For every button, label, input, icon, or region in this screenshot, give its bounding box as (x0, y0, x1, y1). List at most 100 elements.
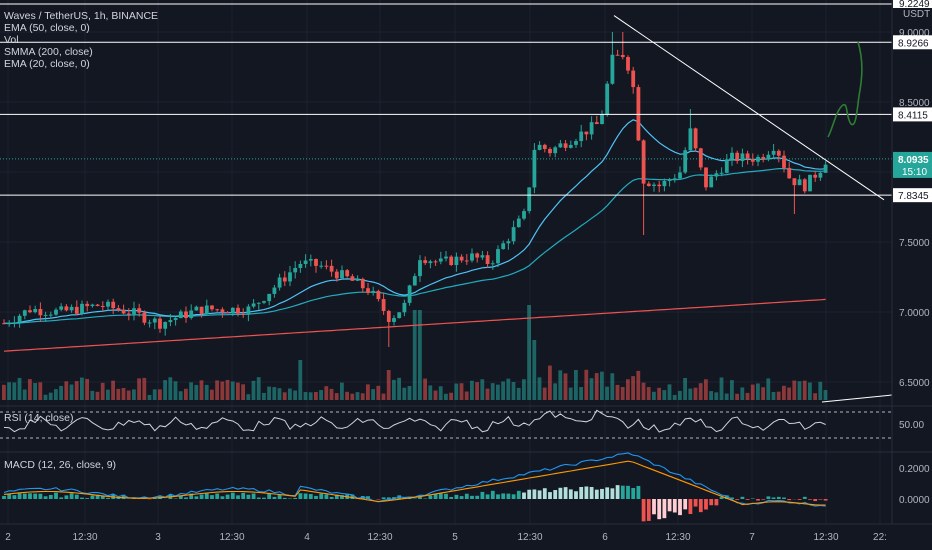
volume-bar (121, 388, 126, 400)
volume-bar (126, 390, 131, 400)
candle-body (636, 87, 641, 141)
volume-bar (355, 392, 360, 400)
time-tick: 3 (155, 532, 161, 543)
macd-histogram-bar (199, 494, 204, 499)
indicator-ema20-label[interactable]: EMA (20, close, 0) (4, 58, 90, 70)
volume-bar (558, 370, 563, 400)
volume-bar (241, 384, 245, 400)
volume-bar (22, 389, 27, 400)
macd-histogram-bar (615, 485, 620, 499)
candle-body (236, 307, 240, 314)
volume-bar (698, 383, 703, 400)
macd-histogram-bar (246, 494, 251, 499)
candle-body (360, 278, 365, 289)
volume-bar (418, 310, 422, 400)
candle-body (667, 179, 672, 181)
candle-body (771, 150, 776, 155)
candle-body (631, 70, 636, 88)
volume-bar (548, 365, 552, 400)
candle-body (678, 172, 682, 179)
candle-body (230, 307, 235, 314)
volume-bar (683, 377, 687, 400)
macd-histogram-bar (574, 491, 578, 499)
candle-body (579, 131, 584, 142)
macd-histogram-bar (366, 496, 370, 499)
macd-label[interactable]: MACD (12, 26, close, 9) (4, 459, 117, 471)
volume-bar (740, 387, 745, 400)
grid-lines (0, 0, 892, 524)
macd-histogram-bar (678, 499, 682, 516)
macd-histogram-bar (782, 497, 786, 499)
candle-body (813, 174, 818, 178)
macd-histogram-bar (262, 497, 266, 499)
macd-histogram-bar (808, 499, 812, 500)
volume-bar (319, 390, 323, 400)
time-tick: 12:30 (517, 532, 542, 543)
horizontal-levels (0, 3, 892, 196)
volume-bar (646, 387, 651, 400)
volume-bar (449, 392, 453, 400)
candle-body (350, 276, 355, 281)
volume-bar (792, 380, 797, 400)
candle-body (381, 299, 386, 311)
volume-bar (59, 385, 63, 400)
volume-bar (381, 393, 386, 400)
volume-bar (782, 385, 786, 400)
volume-bar (714, 392, 719, 400)
volume-bar (423, 378, 427, 400)
macd-histogram-bar (54, 492, 58, 499)
volume-bar (412, 310, 417, 400)
candle-body (574, 141, 578, 145)
projection-squiggle (827, 41, 863, 138)
indicator-smma200-label[interactable]: SMMA (200, close) (4, 46, 93, 58)
macd-histogram-bar (475, 495, 480, 499)
volume-bar (490, 383, 495, 400)
volume-bar (745, 392, 750, 400)
candle-body (802, 179, 807, 192)
volume-bar (251, 380, 256, 400)
volume-bar (766, 378, 771, 400)
price-tick: 7.0000 (899, 308, 930, 319)
indicator-ema50-label[interactable]: EMA (50, close, 0) (4, 22, 90, 34)
candle-body (490, 263, 495, 265)
macd-histogram-bar (610, 488, 615, 499)
candle-body (2, 323, 6, 325)
candle-body (147, 322, 152, 324)
candle-body (652, 184, 656, 186)
volume-bar (407, 385, 412, 400)
volume-bar (272, 387, 277, 400)
candle-body (324, 265, 329, 267)
candle-body (163, 322, 168, 329)
candle-body (220, 309, 225, 313)
macd-histogram-bar (563, 487, 568, 499)
macd-histogram-bar (652, 499, 656, 515)
rsi-label[interactable]: RSI (14, close) (4, 412, 74, 424)
indicator-vol-label[interactable]: Vol (4, 34, 19, 46)
volume-bar (542, 387, 547, 400)
volume-bar (246, 394, 251, 400)
volume-bar (620, 387, 625, 400)
rsi-line (3, 409, 826, 433)
macd-histogram-bar (714, 499, 719, 506)
volume-bar (615, 384, 620, 400)
macd-histogram-bar (646, 499, 651, 521)
macd-histogram-bar (340, 495, 344, 499)
volume-bar (324, 386, 329, 400)
symbol-title[interactable]: Waves / TetherUS, 1h, BINANCE (4, 10, 159, 22)
volume-bar (657, 387, 661, 400)
candle-body (251, 303, 256, 307)
volume-bar (506, 378, 511, 400)
level-tag-text: 8.4115 (898, 110, 928, 121)
candle-body (558, 143, 563, 148)
candle-body (761, 156, 766, 160)
candle-body (787, 167, 792, 179)
volume-bar (95, 391, 100, 400)
macd-histogram-bar (600, 488, 604, 499)
candle-body (392, 318, 396, 322)
macd-histogram-bar (464, 493, 469, 499)
chart-legend: Waves / TetherUS, 1h, BINANCE EMA (50, c… (4, 10, 158, 70)
candle-body (210, 305, 214, 310)
countdown-text: 15:10 (902, 167, 927, 178)
macd-histogram-bar (64, 495, 69, 499)
